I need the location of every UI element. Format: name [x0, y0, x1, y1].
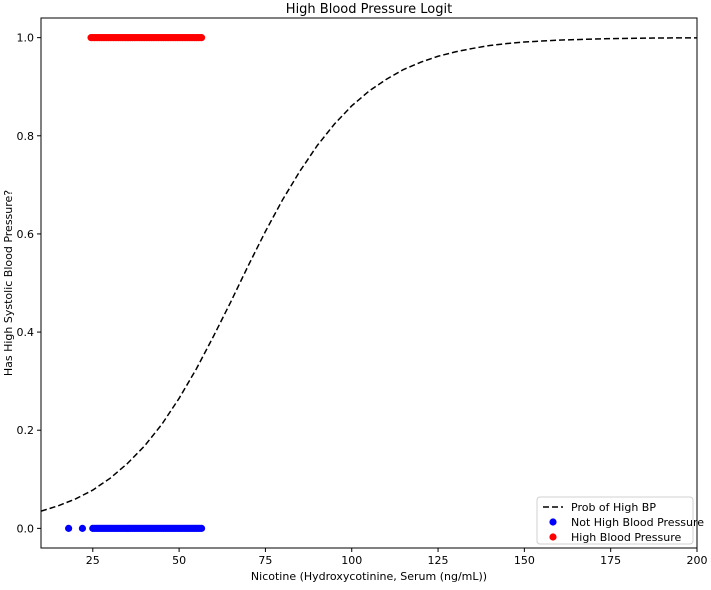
x-tick-label: 125	[428, 554, 449, 567]
axes-frame	[40, 17, 698, 549]
x-axis-label: Nicotine (Hydroxycotinine, Serum (ng/mL)…	[251, 570, 487, 583]
legend-marker-high-blood-pressure	[549, 533, 557, 541]
y-tick-label: 0.2	[17, 424, 35, 437]
legend-label-not-high-blood-pressure: Not High Blood Pressure	[571, 516, 704, 529]
x-tick-label: 25	[86, 554, 100, 567]
chart-title: High Blood Pressure Logit	[286, 2, 452, 17]
x-tick-label: 200	[687, 554, 708, 567]
data-layer	[41, 34, 697, 532]
not-high-blood-pressure-point	[65, 524, 73, 532]
x-tick-label: 75	[258, 554, 272, 567]
probability-curve	[41, 37, 697, 512]
y-tick-label: 1.0	[17, 32, 35, 45]
x-tick-label: 50	[172, 554, 186, 567]
y-tick-label: 0.6	[17, 228, 35, 241]
x-tick-label: 150	[514, 554, 535, 567]
legend-label-high-blood-pressure: High Blood Pressure	[571, 531, 682, 544]
high-blood-pressure-point	[197, 34, 206, 42]
x-tick-label: 175	[600, 554, 621, 567]
plot-area: 25 50 75 100 125 150 175 200 0.0 0.2 0.4 0.6 0.8 1.0	[17, 17, 708, 567]
x-tick-label: 100	[341, 554, 362, 567]
not-high-blood-pressure-point	[78, 524, 87, 532]
y-tick-label: 0.0	[17, 522, 35, 535]
legend: Prob of High BP Not High Blood Pressure Hi…	[536, 496, 704, 545]
y-tick-label: 0.4	[17, 326, 35, 339]
legend-marker-not-high-blood-pressure	[549, 518, 557, 526]
y-tick-label: 0.8	[17, 130, 35, 143]
legend-label-prob-of-high-bp: Prob of High BP	[571, 501, 656, 514]
legend-box	[536, 496, 694, 545]
not-high-blood-pressure-point	[197, 524, 206, 532]
y-axis-label: Has High Systolic Blood Pressure?	[2, 190, 15, 376]
